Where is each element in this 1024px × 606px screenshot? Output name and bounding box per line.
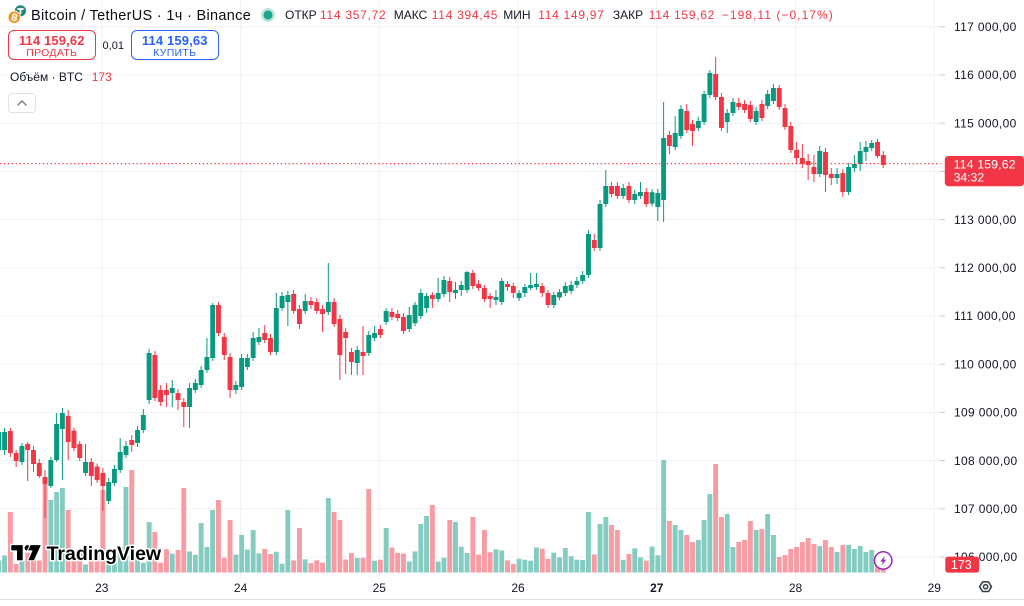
svg-text:26: 26	[511, 581, 525, 595]
svg-text:TradingView: TradingView	[47, 543, 162, 565]
svg-text:109 000,00: 109 000,00	[954, 406, 1018, 420]
svg-text:115 000,00: 115 000,00	[954, 116, 1017, 130]
svg-text:116 000,00: 116 000,00	[954, 68, 1017, 82]
svg-text:173: 173	[951, 558, 972, 572]
svg-text:28: 28	[789, 581, 803, 595]
svg-text:114 159,62: 114 159,62	[954, 158, 1016, 172]
svg-text:108 000,00: 108 000,00	[954, 454, 1018, 468]
svg-text:110 000,00: 110 000,00	[954, 357, 1017, 371]
svg-text:34:32: 34:32	[954, 171, 985, 185]
svg-text:23: 23	[95, 581, 109, 595]
svg-text:29: 29	[928, 581, 942, 595]
svg-text:24: 24	[234, 581, 248, 595]
svg-text:117 000,00: 117 000,00	[954, 20, 1017, 34]
svg-text:111 000,00: 111 000,00	[954, 309, 1016, 323]
svg-text:25: 25	[373, 581, 387, 595]
svg-text:107 000,00: 107 000,00	[954, 502, 1018, 516]
svg-text:113 000,00: 113 000,00	[954, 213, 1017, 227]
svg-text:112 000,00: 112 000,00	[954, 261, 1017, 275]
svg-text:27: 27	[650, 581, 664, 595]
